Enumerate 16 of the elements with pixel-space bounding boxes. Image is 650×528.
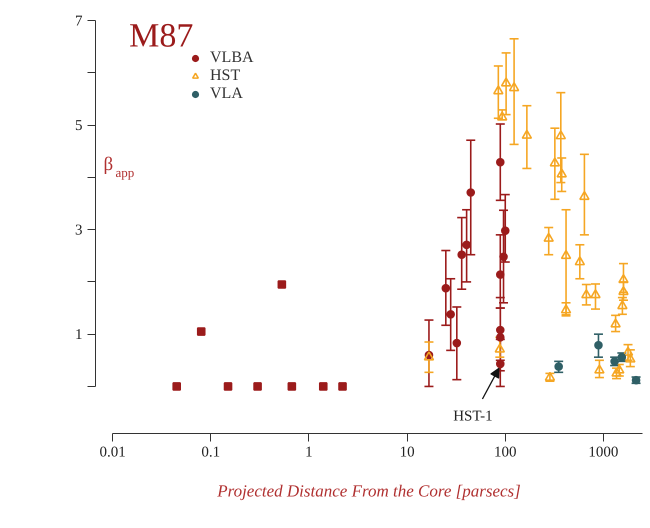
legend-label: HST: [210, 67, 240, 85]
y-tick-label: 3: [75, 222, 82, 239]
legend-label: VLBA: [210, 49, 254, 67]
y-tick-label: 5: [75, 118, 82, 134]
x-tick-label: 100: [494, 444, 517, 460]
y-tick-label: 1: [75, 327, 82, 344]
x-tick-label: 0.01: [99, 444, 126, 460]
annotation: HST-1: [453, 408, 493, 424]
chart-title: M87: [129, 18, 194, 55]
x-axis-title: Projected Distance From the Core [parsecs]: [216, 482, 521, 500]
x-tick-label: 1000: [588, 444, 618, 460]
x-tick-label: 0.1: [201, 444, 220, 460]
x-tick-label: 1: [305, 444, 313, 460]
legend-label: VLA: [210, 85, 243, 103]
x-tick-label: 10: [400, 444, 415, 460]
y-tick-label: 7: [75, 14, 83, 30]
